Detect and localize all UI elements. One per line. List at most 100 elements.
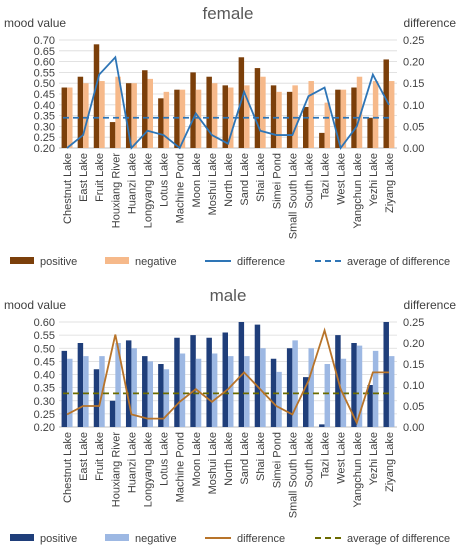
y2-axis-label: difference (404, 298, 457, 312)
x-tick-label: South Lake (303, 153, 315, 209)
bar-negative (211, 83, 218, 148)
bar-positive (367, 385, 373, 427)
bar-positive (303, 377, 309, 427)
bar-negative (67, 87, 73, 148)
x-tick-label: Moon Lake (191, 153, 203, 207)
bar-positive (109, 122, 116, 148)
bar-positive (77, 343, 84, 427)
x-tick-label: Ziyang Lake (384, 432, 396, 492)
x-tick-label: Small South Lake (287, 432, 299, 518)
bar-negative (147, 361, 153, 427)
bar-negative (179, 353, 186, 427)
bar-negative (340, 89, 347, 148)
legend-label: negative (135, 533, 177, 545)
bar-positive (125, 83, 132, 148)
y-tick-label: 0.30 (34, 121, 55, 133)
y-tick-label: 0.70 (34, 35, 55, 47)
bar-negative (388, 356, 395, 427)
x-tick-label: Fruit Lake (94, 153, 106, 202)
x-tick-label: Lotus Lake (159, 153, 171, 207)
y-tick-label: 0.50 (34, 78, 55, 90)
y-tick-label: 0.35 (34, 111, 55, 123)
x-tick-label: Fruit Lake (94, 432, 106, 481)
bar-positive (174, 89, 180, 148)
bar-positive (367, 117, 373, 148)
bar-negative (83, 83, 89, 148)
x-tick-label: Houxiang River (110, 153, 122, 229)
bar-positive (351, 343, 357, 427)
bar-negative (163, 369, 170, 427)
x-tick-label: Chestnut Lake (62, 432, 74, 503)
bar-positive (77, 76, 84, 148)
bar-negative (131, 348, 137, 427)
y2-tick-label: 0.00 (403, 422, 424, 434)
bar-negative (372, 350, 379, 427)
x-tick-label: Houxiang River (110, 432, 122, 508)
y-tick-label: 0.35 (34, 383, 55, 395)
bar-positive (286, 348, 293, 427)
bar-negative (211, 353, 218, 427)
bar-negative (260, 76, 266, 148)
bar-positive (190, 335, 196, 427)
bar-positive (142, 356, 148, 427)
bar-negative (179, 89, 186, 148)
legend-label: average of difference (347, 256, 450, 268)
bar-positive (190, 72, 196, 148)
y-tick-label: 0.50 (34, 343, 55, 355)
y2-tick-label: 0.20 (403, 338, 424, 350)
bar-negative (308, 348, 314, 427)
x-tick-label: Chestnut Lake (62, 153, 74, 224)
legend-swatch (10, 534, 34, 541)
bar-negative (115, 343, 121, 427)
bar-negative (67, 358, 73, 427)
bar-negative (292, 85, 298, 148)
x-tick-label: Shai Lake (255, 153, 267, 202)
bar-negative (356, 76, 363, 148)
bar-negative (324, 364, 331, 427)
legend-label: difference (237, 256, 285, 268)
bar-positive (206, 76, 212, 148)
x-tick-label: West Lake (336, 153, 348, 205)
bar-negative (228, 87, 234, 148)
bar-positive (93, 369, 100, 427)
legend-label: average of difference (347, 533, 450, 545)
y2-tick-label: 0.10 (403, 380, 424, 392)
x-tick-label: Yezhi Lake (368, 432, 380, 485)
bar-negative (324, 102, 331, 148)
y-tick-label: 0.55 (34, 330, 55, 342)
legend-label: negative (135, 256, 177, 268)
y-tick-label: 0.60 (34, 57, 55, 69)
bar-negative (292, 340, 298, 427)
bar-negative (195, 89, 202, 148)
x-tick-label: Simei Pond (271, 153, 283, 209)
x-tick-label: Yangchun Lake (352, 432, 364, 508)
x-tick-label: North Lake (223, 432, 235, 486)
x-tick-label: South Lake (303, 432, 315, 488)
legend-label: positive (40, 256, 77, 268)
difference-line (66, 55, 390, 151)
x-tick-label: Sand Lake (239, 432, 251, 485)
y-tick-label: 0.20 (34, 422, 55, 434)
x-tick-label: Moshui Lake (207, 153, 219, 215)
bar-positive (109, 400, 116, 427)
x-tick-label: Ziyang Lake (384, 153, 396, 213)
y-tick-label: 0.40 (34, 370, 55, 382)
x-tick-label: Tazi Lake (320, 153, 332, 199)
bar-positive (319, 424, 325, 427)
bar-positive (319, 132, 325, 148)
x-tick-label: Small South Lake (287, 153, 299, 239)
y-axis-label: mood value (4, 16, 66, 30)
legend-swatch (105, 257, 129, 264)
bar-positive (142, 70, 148, 148)
y-tick-label: 0.60 (34, 317, 55, 329)
bar-negative (388, 81, 395, 148)
y2-tick-label: 0.20 (403, 57, 424, 69)
legend-swatch (105, 534, 129, 541)
bar-positive (158, 364, 164, 427)
bar-positive (93, 44, 100, 148)
x-tick-label: Huanzi Lake (126, 432, 138, 493)
bar-positive (254, 68, 261, 148)
y2-axis-label: difference (404, 16, 457, 30)
